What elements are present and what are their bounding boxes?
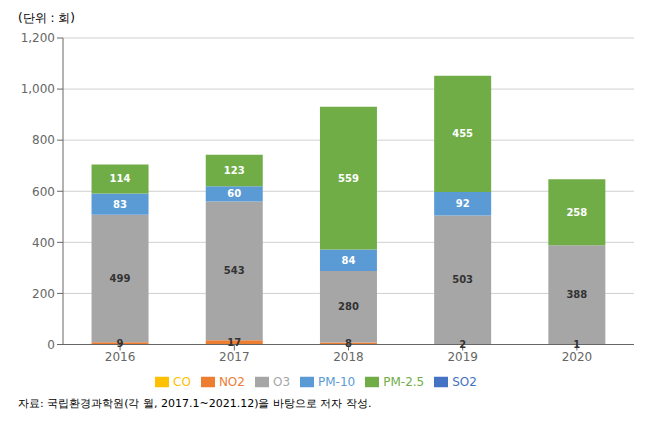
svg-text:200: 200 xyxy=(32,287,55,301)
svg-text:84: 84 xyxy=(341,255,355,266)
svg-text:543: 543 xyxy=(224,265,245,276)
svg-text:123: 123 xyxy=(224,165,245,176)
svg-text:455: 455 xyxy=(452,128,473,139)
svg-text:114: 114 xyxy=(110,173,131,184)
svg-text:559: 559 xyxy=(338,173,359,184)
svg-text:1,200: 1,200 xyxy=(21,31,55,45)
svg-text:17: 17 xyxy=(227,337,241,348)
svg-text:2019: 2019 xyxy=(447,350,478,364)
svg-text:388: 388 xyxy=(566,289,587,300)
svg-text:1,000: 1,000 xyxy=(21,82,55,96)
svg-text:0: 0 xyxy=(47,338,55,352)
html-text:SO2: SO2 xyxy=(452,374,477,389)
svg-text:258: 258 xyxy=(566,207,587,218)
html-text:PM-2.5: PM-2.5 xyxy=(383,374,425,389)
svg-text:280: 280 xyxy=(338,301,359,312)
svg-text:9: 9 xyxy=(117,338,124,349)
svg-text:1: 1 xyxy=(573,339,580,350)
html-text:NO2: NO2 xyxy=(218,374,245,389)
html-text:자료: 국립환경과학원(각 월, 2017.1~2021.1: 자료: 국립환경과학원(각 월, 2017.1~2021.12)을 바탕으로 저… xyxy=(18,397,372,410)
svg-text:400: 400 xyxy=(32,236,55,250)
html-text:O3: O3 xyxy=(272,374,290,389)
svg-text:503: 503 xyxy=(452,274,473,285)
svg-text:800: 800 xyxy=(32,133,55,147)
svg-text:60: 60 xyxy=(227,188,241,199)
svg-text:2018: 2018 xyxy=(333,350,364,364)
html-text:(단위 : 회): (단위 : 회) xyxy=(18,11,75,25)
svg-text:8: 8 xyxy=(345,338,352,349)
html-text:PM-10: PM-10 xyxy=(318,374,356,389)
svg-text:2020: 2020 xyxy=(562,350,593,364)
svg-text:83: 83 xyxy=(113,199,127,210)
svg-text:2017: 2017 xyxy=(219,350,250,364)
svg-text:2016: 2016 xyxy=(105,350,136,364)
html-text:CO: CO xyxy=(173,374,191,389)
svg-text:2: 2 xyxy=(459,339,466,350)
svg-text:600: 600 xyxy=(32,185,55,199)
svg-text:92: 92 xyxy=(456,198,470,209)
svg-text:499: 499 xyxy=(110,273,131,284)
